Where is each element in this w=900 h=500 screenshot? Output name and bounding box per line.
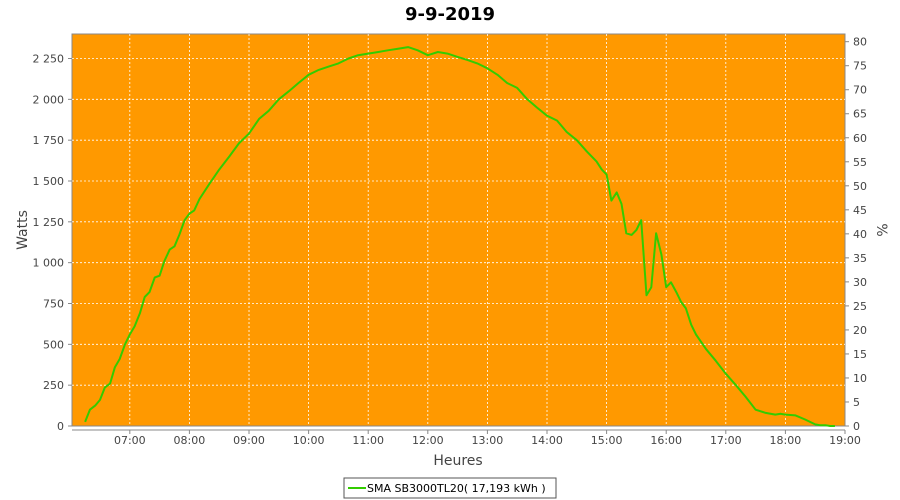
x-tick-label: 18:00 <box>770 434 802 447</box>
x-tick-label: 08:00 <box>174 434 206 447</box>
x-tick-label: 10:00 <box>293 434 325 447</box>
y-tick-label: 2 250 <box>33 53 65 66</box>
y2-tick-label: 10 <box>853 372 867 385</box>
y2-tick-label: 75 <box>853 60 867 73</box>
y-tick-label: 1 750 <box>33 134 65 147</box>
y2-axis: 0 5 10 15 20 25 30 35 40 45 50 55 60 65 70 75 80 <box>845 36 867 433</box>
y2-tick-label: 65 <box>853 108 867 121</box>
y2-tick-label: 60 <box>853 132 867 145</box>
y-tick-label: 0 <box>57 420 64 433</box>
x-tick-label: 17:00 <box>710 434 742 447</box>
grid-lines <box>72 34 845 426</box>
y2-tick-label: 25 <box>853 300 867 313</box>
y2-tick-label: 45 <box>853 204 867 217</box>
y-tick-label: 2 000 <box>33 93 65 106</box>
series-line-sma-sb3000tl20 <box>84 46 835 427</box>
x-axis: 07:00 08:00 09:00 10:00 11:00 12:00 13:00 14:00… <box>114 430 861 447</box>
y2-tick-label: 5 <box>853 396 860 409</box>
x-tick-label: 16:00 <box>650 434 682 447</box>
y2-tick-label: 55 <box>853 156 867 169</box>
y2-tick-label: 50 <box>853 180 867 193</box>
legend-box <box>343 477 557 499</box>
y2-tick-label: 35 <box>853 252 867 265</box>
y2-tick-label: 30 <box>853 276 867 289</box>
y-tick-label: 1 500 <box>33 175 65 188</box>
x-tick-label: 07:00 <box>114 434 146 447</box>
y-axis-label: Watts <box>15 210 31 250</box>
y-tick-label: 1 000 <box>33 257 65 270</box>
y-axis: 0 250 500 750 1 000 1 250 1 500 1 750 2 000 2 250 <box>33 53 72 433</box>
legend: SMA SB3000TL20( 17,193 kWh ) <box>343 477 557 499</box>
y-tick-label: 250 <box>43 379 64 392</box>
x-axis-label: Heures <box>433 453 482 469</box>
y-tick-label: 1 250 <box>33 216 65 229</box>
x-tick-label: 14:00 <box>531 434 563 447</box>
y2-tick-label: 80 <box>853 36 867 49</box>
x-tick-label: 12:00 <box>412 434 444 447</box>
x-tick-label: 09:00 <box>233 434 265 447</box>
plot-area <box>71 33 846 427</box>
y-tick-label: 500 <box>43 338 64 351</box>
y2-tick-label: 40 <box>853 228 867 241</box>
legend-entry: SMA SB3000TL20( 17,193 kWh ) <box>367 482 546 495</box>
y2-axis-label: % <box>873 223 889 236</box>
y2-tick-label: 0 <box>853 420 860 433</box>
chart-title: 9-9-2019 <box>405 4 495 25</box>
x-tick-label: 13:00 <box>472 434 504 447</box>
x-tick-label: 15:00 <box>591 434 623 447</box>
x-tick-label: 11:00 <box>352 434 384 447</box>
y-tick-label: 750 <box>43 298 64 311</box>
y2-tick-label: 70 <box>853 84 867 97</box>
y2-tick-label: 15 <box>853 348 867 361</box>
y2-tick-label: 20 <box>853 324 867 337</box>
x-tick-label: 19:00 <box>829 434 861 447</box>
